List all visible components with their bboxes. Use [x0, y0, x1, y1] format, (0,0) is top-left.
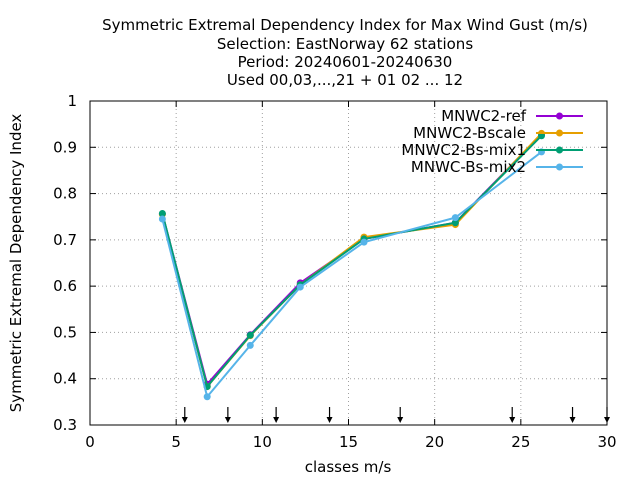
- legend-marker: [556, 129, 563, 137]
- series-line: [161, 151, 543, 398]
- y-tick-label: 0.9: [53, 138, 77, 156]
- chart-title-line-4: Used 00,03,...,21 + 01 02 ... 12: [227, 71, 463, 89]
- x-tick-label: 10: [253, 433, 272, 451]
- threshold-arrow-icon: [397, 407, 404, 423]
- y-axis-label: Symmetric Extremal Dependency Index: [7, 114, 25, 413]
- legend: MNWC2-refMNWC2-BscaleMNWC2-Bs-mix1MNWC-B…: [401, 107, 583, 176]
- series-group: [158, 129, 546, 401]
- x-tick-label: 15: [339, 433, 358, 451]
- legend-marker: [556, 146, 563, 154]
- threshold-arrow-icon: [326, 407, 333, 423]
- data-point: [451, 214, 459, 222]
- data-point: [246, 331, 254, 339]
- chart-title-line-3: Period: 20240601-20240630: [238, 53, 453, 71]
- data-point: [246, 341, 254, 349]
- threshold-arrow-icon: [604, 407, 610, 423]
- data-point: [451, 219, 459, 227]
- legend-entry: MNWC-Bs-mix2: [411, 158, 583, 176]
- chart-title-line-2: Selection: EastNorway 62 stations: [217, 35, 473, 53]
- y-tick-label: 0.8: [53, 185, 77, 203]
- x-tick-label: 20: [425, 433, 444, 451]
- threshold-arrow-icon: [273, 407, 280, 423]
- x-tick-label: 25: [511, 433, 530, 451]
- x-tick-label: 30: [597, 433, 616, 451]
- legend-marker: [556, 112, 563, 120]
- data-point: [296, 283, 304, 291]
- grid: [90, 101, 607, 425]
- legend-label: MNWC2-Bs-mix1: [401, 141, 526, 159]
- threshold-arrow-icon: [181, 407, 188, 423]
- x-tick-label: 5: [171, 433, 181, 451]
- y-tick-label: 0.4: [53, 370, 77, 388]
- legend-marker: [556, 163, 563, 171]
- threshold-arrow-icon: [224, 407, 231, 423]
- threshold-arrow-icon: [569, 407, 576, 423]
- data-point: [203, 393, 211, 401]
- y-tick-label: 0.6: [53, 277, 77, 295]
- chart-title-line-1: Symmetric Extremal Dependency Index for …: [102, 16, 588, 34]
- y-tick-label: 0.7: [53, 231, 77, 249]
- y-tick-label: 0.5: [53, 323, 77, 341]
- data-point: [158, 215, 166, 223]
- threshold-arrow-icon: [509, 407, 516, 423]
- x-tick-label: 0: [85, 433, 95, 451]
- legend-entry: MNWC2-Bs-mix1: [401, 141, 583, 159]
- x-axis-label: classes m/s: [305, 458, 392, 476]
- legend-label: MNWC2-ref: [441, 107, 526, 125]
- data-point: [158, 209, 166, 217]
- legend-label: MNWC2-Bscale: [413, 124, 526, 142]
- y-tick-label: 1: [67, 92, 77, 110]
- legend-entry: MNWC2-ref: [441, 107, 583, 125]
- legend-entry: MNWC2-Bscale: [413, 124, 583, 142]
- series: [158, 148, 546, 401]
- threshold-arrows: [181, 407, 610, 423]
- y-tick-label: 0.3: [53, 416, 77, 434]
- data-point: [360, 238, 368, 246]
- legend-label: MNWC-Bs-mix2: [411, 158, 526, 176]
- axis-ticks: 0 5 10 15 20 25 30 0.3 0.4 0.5 0.6 0.7 0.8 0.9 1: [53, 92, 616, 451]
